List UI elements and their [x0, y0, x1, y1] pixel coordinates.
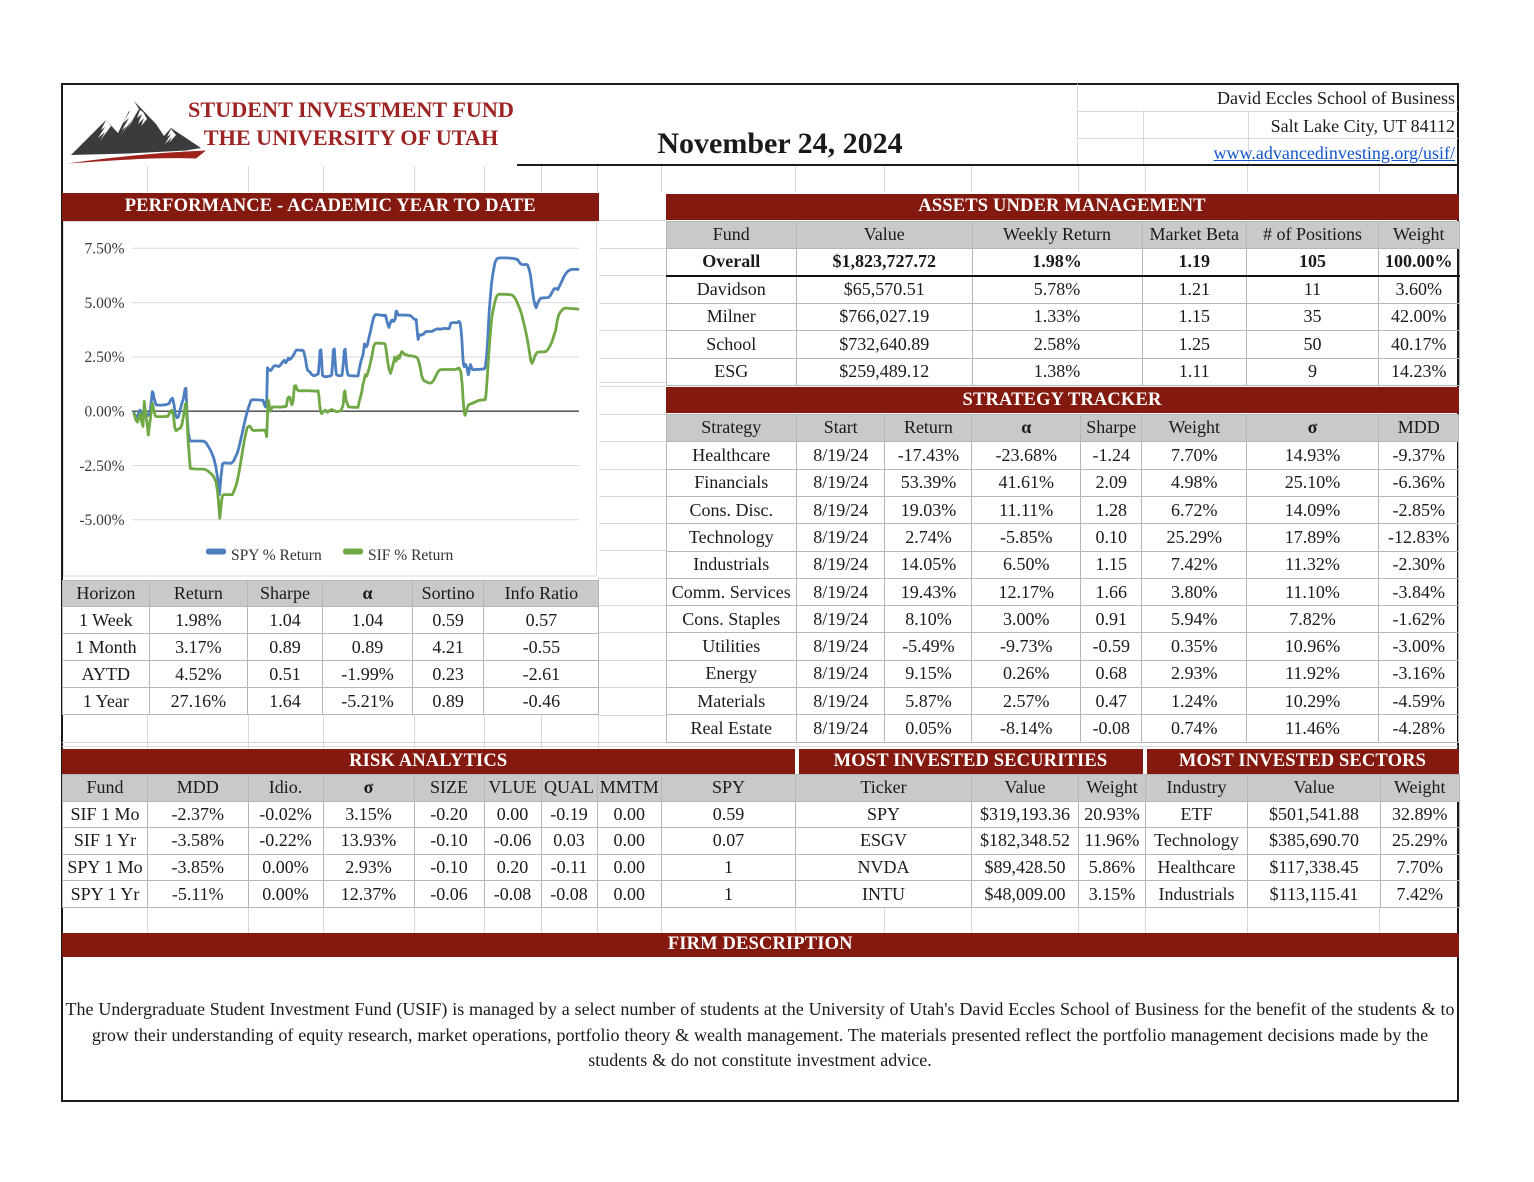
- svg-text:-2.50%: -2.50%: [79, 458, 124, 475]
- svg-text:SIF % Return: SIF % Return: [368, 547, 454, 564]
- svg-text:7.50%: 7.50%: [85, 241, 125, 258]
- svg-text:SPY % Return: SPY % Return: [231, 547, 322, 564]
- svg-text:-5.00%: -5.00%: [79, 512, 124, 529]
- svg-text:0.00%: 0.00%: [85, 404, 125, 421]
- svg-text:5.00%: 5.00%: [85, 295, 125, 312]
- svg-text:2.50%: 2.50%: [85, 349, 125, 366]
